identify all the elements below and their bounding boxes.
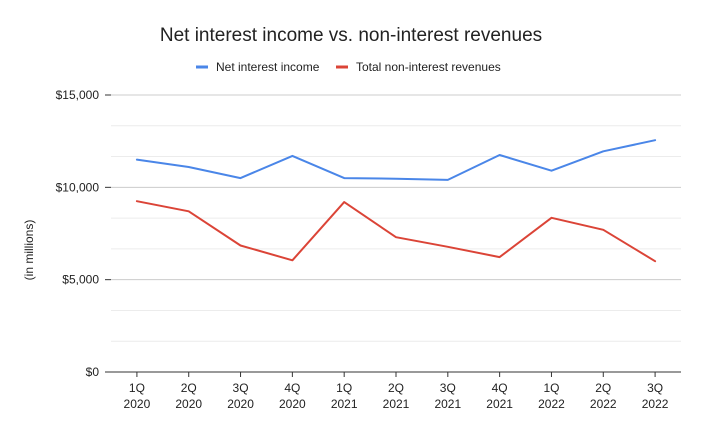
x-tick-label-quarter: 3Q <box>647 381 663 395</box>
x-tick-label-year: 2020 <box>227 397 254 411</box>
legend: Net interest income Total non-interest re… <box>196 60 501 74</box>
x-tick-label-quarter: 4Q <box>284 381 300 395</box>
y-tick-label: $15,000 <box>56 88 100 102</box>
legend-label: Net interest income <box>216 60 320 74</box>
x-tick-label-quarter: 3Q <box>233 381 249 395</box>
y-axis-label: (in millions) <box>22 220 36 281</box>
x-tick-label-year: 2021 <box>434 397 461 411</box>
chart-title: Net interest income vs. non-interest rev… <box>160 25 542 46</box>
x-tick-label-year: 2022 <box>590 397 617 411</box>
x-tick-label-year: 2021 <box>331 397 358 411</box>
y-tick-label: $5,000 <box>62 273 99 287</box>
x-tick-label-quarter: 2Q <box>388 381 404 395</box>
x-tick-label-year: 2022 <box>538 397 565 411</box>
x-tick-label-year: 2021 <box>486 397 513 411</box>
y-axis-ticks: $0 $5,000 $10,000 $15,000 <box>56 88 100 379</box>
x-tick-label-quarter: 1Q <box>129 381 145 395</box>
gridlines <box>105 94 681 373</box>
series-lines <box>135 139 657 263</box>
series-line-net-interest-income <box>135 139 657 181</box>
y-tick-label: $10,000 <box>56 180 100 194</box>
x-tick-label-quarter: 2Q <box>181 381 197 395</box>
legend-label: Total non-interest revenues <box>356 60 501 74</box>
x-tick-label-year: 2021 <box>383 397 410 411</box>
x-tick-label-year: 2020 <box>124 397 151 411</box>
x-tick-label-quarter: 1Q <box>543 381 559 395</box>
y-tick-label: $0 <box>86 365 100 379</box>
x-tick-label-quarter: 2Q <box>595 381 611 395</box>
x-tick-label-year: 2020 <box>279 397 306 411</box>
x-tick-label-year: 2020 <box>175 397 202 411</box>
x-tick-label-year: 2022 <box>642 397 669 411</box>
x-tick-label-quarter: 3Q <box>440 381 456 395</box>
x-tick-label-quarter: 4Q <box>492 381 508 395</box>
x-axis-ticks: 1Q 2020 2Q 2020 3Q 2020 4Q 2020 1Q 2021 2Q 2021 3Q 20… <box>124 372 669 411</box>
x-tick-label-quarter: 1Q <box>336 381 352 395</box>
series-line-non-interest-revenues <box>135 200 657 263</box>
